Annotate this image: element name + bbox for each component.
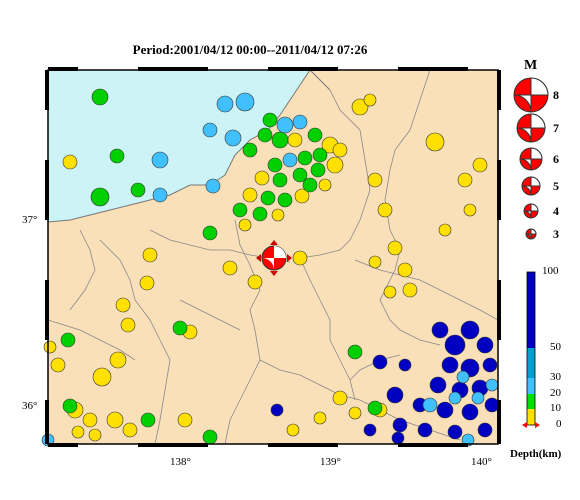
mag-label-6: 6 xyxy=(553,152,559,166)
lon-tick-138: 138° xyxy=(170,456,191,468)
lon-tick-139: 139° xyxy=(320,456,341,468)
depth-colorbar xyxy=(522,271,540,428)
mag-label-5: 5 xyxy=(553,179,559,193)
depth-tick-50: 50 xyxy=(550,341,561,353)
lat-tick-37: 37° xyxy=(22,214,38,226)
magnitude-legend-title: M xyxy=(524,58,538,73)
mainshock-mechanism xyxy=(256,240,292,276)
mag-label-7: 7 xyxy=(553,121,559,135)
depth-tick-20: 20 xyxy=(550,387,561,399)
depth-tick-0: 0 xyxy=(556,418,562,430)
depth-tick-10: 10 xyxy=(550,402,561,414)
map-title: Period:2001/04/12 00:00--2011/04/12 07:2… xyxy=(132,42,368,57)
mag-label-3: 3 xyxy=(553,227,559,241)
depth-tick-100: 100 xyxy=(542,265,559,277)
lon-tick-140: 140° xyxy=(471,456,492,468)
lat-tick-36: 36° xyxy=(22,400,38,412)
frame-ticks xyxy=(45,67,501,447)
magnitude-legend-symbols xyxy=(513,77,549,240)
depth-tick-30: 30 xyxy=(550,371,561,383)
depth-unit-label: Depth(km) xyxy=(510,448,562,460)
mag-label-4: 4 xyxy=(553,204,559,218)
earthquake-events xyxy=(41,88,500,447)
mag-label-8: 8 xyxy=(553,88,559,102)
coastline xyxy=(309,69,331,91)
prefecture-boundaries xyxy=(47,69,499,445)
